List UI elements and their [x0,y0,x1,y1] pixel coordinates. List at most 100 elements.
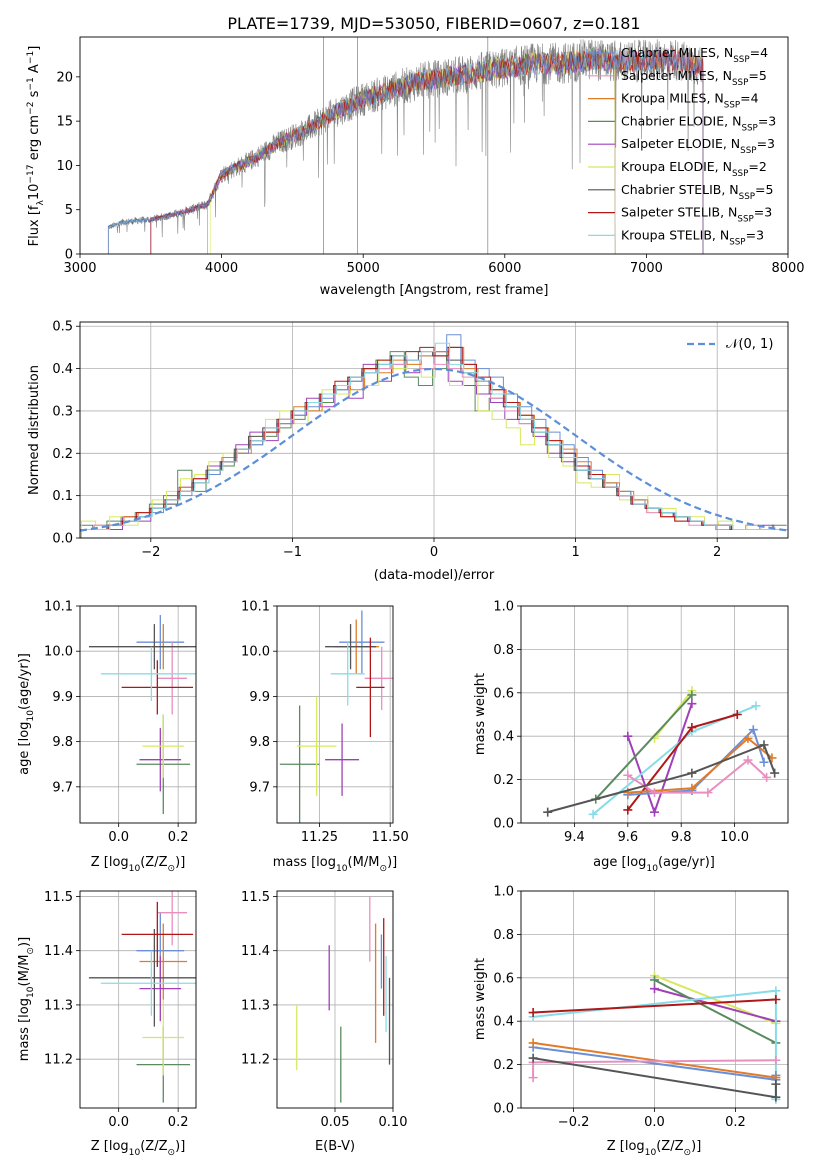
massweight_vs_Z-frame [520,890,789,1109]
mass_vs_Z-frame [79,890,197,1109]
model-spectrum-salpeter_elodie [150,48,616,254]
legend-label-kroupa_miles: Kroupa MILES, NSSP=4 [621,91,759,111]
age-vs-Z-ylabel: age [log10(age/yr)] [17,653,36,775]
series-marker-chabrier_stelib [771,1079,781,1089]
series-marker-kroupa_stelib [588,809,598,819]
x-tick-label: 0.0 [108,830,129,845]
series-marker-salpeter_stelib [528,1008,538,1018]
legend-label-chabrier_miles: Chabrier MILES, NSSP=4 [621,45,768,65]
series-marker-salpeter_miles [623,770,633,780]
series-marker-chabrier_elodie [687,690,697,700]
mass-vs-ebv-xlabel: E(B-V) [315,1139,355,1154]
y-tick-label: 11.2 [44,1053,73,1068]
y-tick-label: 0 [65,248,73,263]
series-marker-chabrier_miles [759,757,769,767]
massweight_vs_age-frame [520,605,789,824]
y-tick-label: 10 [56,159,73,174]
series-marker-salpeter_elodie [687,699,697,709]
y-tick-label: 11.4 [241,944,270,959]
series-marker-kroupa_stelib [771,986,781,996]
mass_vs_ebv-plot [296,896,391,1103]
y-tick-label: 10.0 [44,645,73,660]
series-marker-salpeter_stelib [771,995,781,1004]
y-tick-label: 0.4 [493,1015,514,1030]
model-spectrum-chabrier_miles [107,48,704,254]
y-tick-label: 0.5 [52,320,73,335]
x-tick-label: −2 [141,545,160,560]
spectrum-xlabel: wavelength [Angstrom, rest frame] [320,283,549,298]
series-marker-salpeter_stelib [732,710,742,719]
x-tick-label: 9.4 [564,830,585,845]
x-tick-label: 0.0 [644,1115,665,1130]
series-marker-salpeter_miles [743,755,753,765]
series-marker-salpeter_miles [762,772,772,782]
spectrum-ylabel: Flux [fλ10−17 erg cm−2 s−1 A−1] [26,46,46,247]
series-marker-kroupa_miles [687,783,697,793]
y-tick-label: 0.0 [493,1102,514,1117]
series-line-chabrier_stelib [547,743,776,814]
spectrum-frame [79,36,789,255]
age-vs-mass-xlabel: mass [log10(M/M⊙)] [273,855,397,874]
spectrum-axes: 3000 4000 5000 6000 7000 8000 0 5 10 15 20 [56,70,804,276]
residuals-frame [79,321,789,539]
residuals-xlabel: (data-model)/error [374,568,495,583]
series-marker-salpeter_stelib [623,805,633,815]
x-tick-label: 11.50 [372,830,409,845]
x-tick-label: 11.25 [301,830,338,845]
legend-label-chabrier_elodie: Chabrier ELODIE, NSSP=3 [621,113,776,133]
series-marker-salpeter_elodie [623,731,633,741]
legend-label-kroupa_stelib: Kroupa STELIB, NSSP=3 [621,227,764,247]
spectrum-plot [107,37,704,254]
massweight_vs_age-axes: 9.4 9.6 9.8 10.0 0.0 0.2 0.4 0.6 0.8 1.0 [493,600,788,845]
y-tick-label: 9.9 [249,690,270,705]
series-line-salpeter_elodie [654,987,777,1023]
y-tick-label: 20 [56,70,73,85]
massweight-vs-age-ylabel: mass weight [473,673,488,755]
normal-curve-line [80,367,788,532]
histogram-kroupa_elodie [80,355,788,538]
y-tick-label: 11.3 [44,998,73,1013]
y-tick-label: 11.4 [44,944,73,959]
series-line-kroupa_miles [627,737,773,794]
x-tick-label: 4000 [205,261,238,276]
y-tick-label: 1.0 [493,600,514,615]
legend-label-chabrier_stelib: Chabrier STELIB, NSSP=5 [621,182,773,202]
y-tick-label: 0.2 [493,1058,514,1073]
y-tick-label: 11.5 [44,890,73,905]
histogram-chabrier_stelib [80,351,787,530]
series-line-chabrier_elodie [654,979,777,1044]
series-marker-salpeter_elodie [650,807,659,817]
y-tick-label: 15 [56,115,73,130]
y-tick-label: 0.2 [493,773,514,788]
y-tick-label: 0.2 [52,447,73,462]
series-line-chabrier_elodie [595,694,693,800]
y-tick-label: 9.7 [52,780,73,795]
y-tick-label: 0.6 [493,686,514,701]
x-tick-label: 1 [571,545,579,560]
x-tick-label: 0.2 [168,1115,189,1130]
y-tick-label: 0.8 [493,928,514,943]
x-tick-label: 10.0 [720,830,749,845]
y-tick-label: 0.4 [52,362,73,377]
series-marker-kroupa_stelib [751,701,761,711]
y-tick-label: 0.3 [52,404,73,419]
age_vs_mass-axes: 11.25 11.50 9.7 9.8 9.9 10.0 10.1 [241,600,409,846]
massweight-vs-Z-xlabel: Z [log10(Z/Z⊙)] [607,1139,702,1158]
series-marker-chabrier_stelib [771,1092,781,1102]
age_vs_Z-plot [88,615,196,814]
x-tick-label: 9.8 [671,830,692,845]
y-tick-label: 5 [65,203,73,218]
series-line-kroupa_miles [532,1041,777,1079]
x-tick-label: 0.05 [321,1115,350,1130]
mass_vs_ebv-axes: 0.05 0.10 11.2 11.3 11.4 11.5 [241,890,407,1130]
massweight_vs_Z-plot [528,971,781,1104]
mass-vs-Z-xlabel: Z [log10(Z/Z⊙)] [91,1139,186,1158]
histogram-kroupa_stelib [80,342,788,538]
y-tick-label: 9.9 [52,690,73,705]
series-marker-salpeter_miles [771,1055,781,1065]
series-line-kroupa_stelib [592,704,757,816]
y-tick-label: 0.6 [493,971,514,986]
x-tick-label: 5000 [347,261,380,276]
histogram-chabrier_elodie [80,346,787,530]
